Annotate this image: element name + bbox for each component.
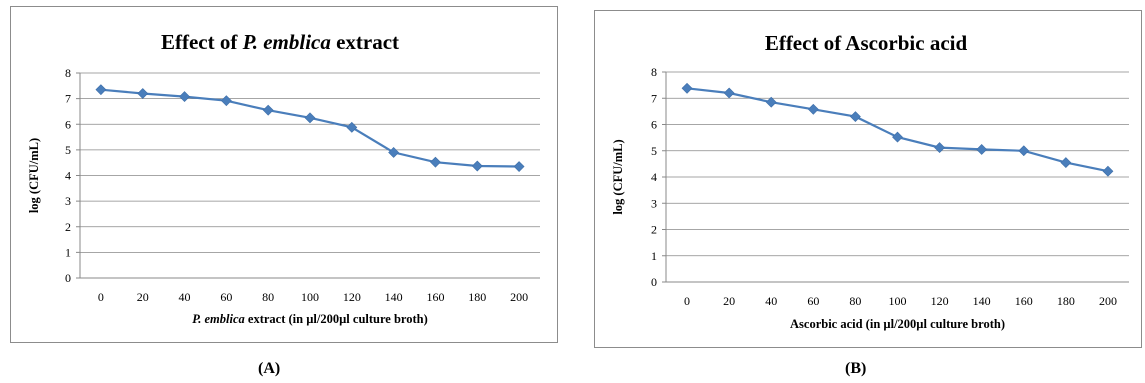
y-tick-label: 3 <box>65 194 71 208</box>
x-tick-label: 160 <box>426 290 444 304</box>
y-tick-label: 4 <box>651 170 657 184</box>
x-tick-label: 60 <box>220 290 232 304</box>
data-point-marker <box>934 142 946 154</box>
data-point-marker <box>430 156 441 168</box>
data-point-marker <box>95 84 107 96</box>
chart-frame <box>10 6 558 343</box>
data-point-marker <box>220 95 232 107</box>
x-tick-label: 120 <box>343 290 361 304</box>
y-tick-label: 7 <box>651 91 657 105</box>
x-tick-label: 140 <box>385 290 403 304</box>
x-tick-label: 200 <box>510 290 528 304</box>
y-tick-label: 1 <box>65 245 71 259</box>
x-tick-label: 180 <box>468 290 486 304</box>
y-tick-label: 1 <box>651 249 657 263</box>
y-tick-label: 5 <box>651 144 657 158</box>
x-tick-label: 80 <box>849 294 861 308</box>
data-point-marker <box>346 121 358 133</box>
data-point-marker <box>849 111 861 123</box>
data-point-marker <box>262 104 274 116</box>
y-tick-label: 0 <box>65 271 71 285</box>
series-line <box>100 88 520 168</box>
x-tick-label: 160 <box>1015 294 1033 308</box>
panel-caption-b: (B) <box>845 360 867 377</box>
y-tick-label: 8 <box>65 66 71 80</box>
y-tick-label: 8 <box>651 65 657 79</box>
x-tick-label: 40 <box>179 290 191 304</box>
series-line <box>686 87 1109 173</box>
chart-frame <box>594 10 1142 348</box>
x-axis-label: P. emblica extract (in µl/200µl culture … <box>192 312 428 326</box>
x-tick-label: 0 <box>684 294 690 308</box>
x-tick-label: 80 <box>262 290 274 304</box>
y-axis-label: log (CFU/mL) <box>611 139 625 214</box>
y-tick-label: 6 <box>65 117 71 131</box>
y-tick-label: 3 <box>651 196 657 210</box>
y-axis-label: log (CFU/mL) <box>27 138 41 213</box>
x-tick-label: 180 <box>1057 294 1075 308</box>
x-tick-label: 140 <box>973 294 991 308</box>
y-tick-label: 0 <box>651 275 657 289</box>
y-tick-label: 6 <box>651 118 657 132</box>
x-tick-label: 100 <box>301 290 319 304</box>
x-tick-label: 20 <box>723 294 735 308</box>
x-tick-label: 40 <box>765 294 777 308</box>
data-point-marker <box>765 96 777 108</box>
data-point-marker <box>1102 165 1114 177</box>
data-point-marker <box>807 103 819 115</box>
y-tick-label: 7 <box>65 92 71 106</box>
x-tick-label: 100 <box>889 294 907 308</box>
y-tick-label: 2 <box>65 220 71 234</box>
x-tick-label: 0 <box>98 290 104 304</box>
data-point-marker <box>471 160 483 172</box>
data-point-marker <box>723 87 735 99</box>
data-point-marker <box>976 144 988 155</box>
data-point-marker <box>681 82 693 94</box>
chart-panel-b: Effect of Ascorbic acid 0 1 2 3 4 5 6 7 8 0 20 40 60 8… <box>594 10 1142 348</box>
panel-caption-a: (A) <box>258 360 281 377</box>
data-point-marker <box>179 91 190 102</box>
y-tick-label: 5 <box>65 143 71 157</box>
data-point-marker <box>304 112 316 124</box>
y-tick-label: 4 <box>65 169 71 183</box>
x-tick-label: 200 <box>1099 294 1117 308</box>
data-point-marker <box>137 88 149 99</box>
data-point-marker <box>513 161 525 172</box>
data-point-marker <box>892 131 903 143</box>
data-point-marker <box>1018 145 1030 157</box>
data-point-marker <box>388 147 400 158</box>
x-tick-label: 20 <box>137 290 149 304</box>
chart-panel-a: Effect of P. emblica extract 0 1 2 3 4 5 6 7 8 0 20… <box>10 6 558 343</box>
chart-title: Effect of P. emblica extract <box>161 30 399 54</box>
x-tick-label: 60 <box>807 294 819 308</box>
y-tick-label: 2 <box>651 223 657 237</box>
x-tick-label: 120 <box>931 294 949 308</box>
chart-title: Effect of Ascorbic acid <box>765 31 968 55</box>
x-axis-label: Ascorbic acid (in µl/200µl culture broth… <box>790 317 1005 331</box>
data-point-marker <box>1060 157 1072 168</box>
